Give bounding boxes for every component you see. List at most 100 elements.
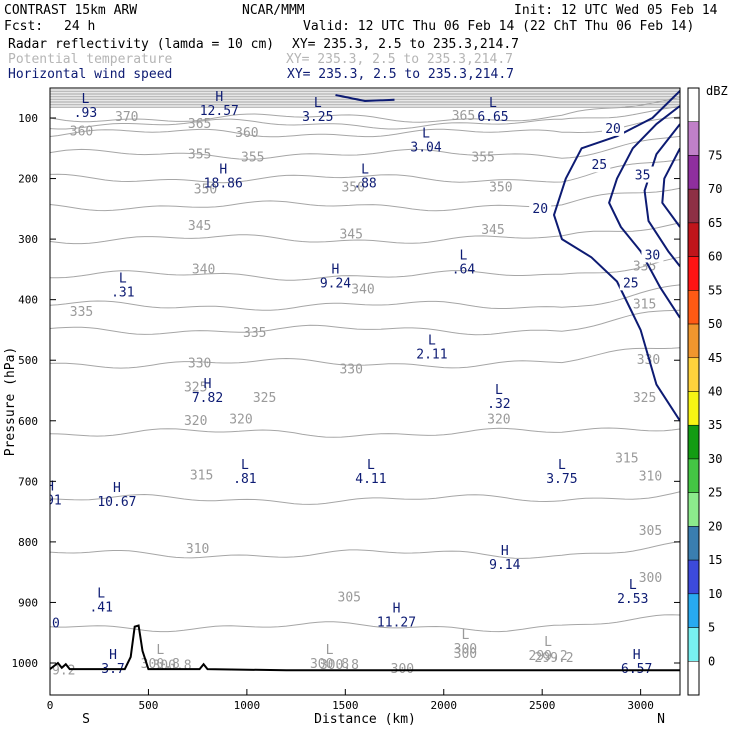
wind-speed-label: 20 xyxy=(605,122,621,137)
theta-isentrope xyxy=(50,347,680,369)
wind-label-bg xyxy=(619,274,642,291)
colorbar-swatch xyxy=(687,424,700,460)
wind-extremum-marker: L xyxy=(82,92,90,107)
init-time: Init: 12 UTC Wed 05 Feb 14 xyxy=(514,3,718,18)
wind-speed-label: 25 xyxy=(591,158,607,173)
wind-speed-label: 30 xyxy=(645,248,661,263)
colorbar-level-label: 10 xyxy=(708,587,722,601)
x-tick-label: 1500 xyxy=(332,699,359,712)
wind-speed-contour xyxy=(643,123,680,268)
colorbar-swatch xyxy=(687,458,700,493)
theta-label: 340 xyxy=(192,262,215,277)
colorbar-level-label: 25 xyxy=(708,486,722,500)
colorbar-swatch xyxy=(687,492,700,527)
x-tick-label: 1000 xyxy=(234,699,261,712)
wind-extremum-value: .81 xyxy=(233,472,256,487)
theta-isentrope xyxy=(50,491,680,505)
theta-label: 300.8 xyxy=(320,658,359,673)
x-tick-label: 2500 xyxy=(529,699,556,712)
wind-extremum-marker: L xyxy=(367,458,375,473)
wind-extremum-marker: L xyxy=(314,96,322,111)
colorbar-level-label: 15 xyxy=(708,553,722,567)
wind-extremum-marker: H xyxy=(204,377,212,392)
theta-label: 325 xyxy=(633,391,656,406)
x-axis-label: Distance (km) xyxy=(314,712,416,727)
south-label: S xyxy=(82,712,90,727)
wind-extremum-marker: L xyxy=(241,458,249,473)
theta-label: 365 xyxy=(452,109,475,124)
wind-extremum-value: 7.82 xyxy=(192,391,223,406)
fcst-value: 24 h xyxy=(64,19,95,34)
wind-extremum-value: 10.67 xyxy=(97,495,136,510)
theta-label: 320 xyxy=(487,413,510,428)
wind-extremum-value: 3.25 xyxy=(302,110,333,125)
wind-extremum-value: .31 xyxy=(111,286,134,301)
theta-isentrope xyxy=(50,427,680,438)
wind-speed-contour xyxy=(608,105,680,319)
wind-label-bg xyxy=(631,166,654,183)
theta-extremum-value: 300 xyxy=(454,642,477,657)
colorbar-level-label: 75 xyxy=(708,148,722,162)
wind-extremum-marker: L xyxy=(422,126,430,141)
wind-extremum-marker: L xyxy=(558,458,566,473)
wind-extremum-marker: L xyxy=(361,163,369,178)
wind-extremum-value: 11.27 xyxy=(377,616,416,631)
wind-extremum-value: .64 xyxy=(452,263,476,278)
edge-label: 9.2 xyxy=(52,663,75,678)
theta-extremum-marker: L xyxy=(156,643,164,658)
colorbar-level-label: 0 xyxy=(708,654,715,668)
wind-speed-label: 20 xyxy=(532,202,548,217)
theta-label: 345 xyxy=(339,227,362,242)
theta-label: 300 xyxy=(454,647,477,662)
colorbar-level-label: 40 xyxy=(708,385,722,399)
colorbar-unit: dBZ xyxy=(706,84,728,98)
wind-extremum-value: 3.75 xyxy=(546,472,577,487)
wind-speed-contour xyxy=(661,147,680,228)
wind-extremum-marker: H xyxy=(215,90,223,105)
wind-extremum-marker: H xyxy=(113,481,121,496)
theta-isentrope xyxy=(50,284,680,311)
wind-label-bg xyxy=(588,156,611,173)
theta-label: 360 xyxy=(70,124,93,139)
wind-label-bg xyxy=(602,119,625,136)
wind-extremum-marker: H xyxy=(393,602,401,617)
y-tick-label: 400 xyxy=(18,294,38,307)
wind-extremum-marker: H xyxy=(219,163,227,178)
theta-label: 350 xyxy=(489,181,512,196)
colorbar-swatch xyxy=(687,357,700,392)
colorbar-level-label: 65 xyxy=(708,216,722,230)
colorbar-level-label: 5 xyxy=(708,621,715,635)
theta-label: 305 xyxy=(639,524,662,539)
theta-label: 320 xyxy=(229,413,252,428)
field3-name: Horizontal wind speed xyxy=(8,67,172,82)
theta-label: 345 xyxy=(481,223,504,238)
wind-extremum-value: 4.11 xyxy=(355,472,386,487)
wind-extremum-value: 6.57 xyxy=(621,662,652,677)
theta-label: 325 xyxy=(184,380,207,395)
wind-extremum-value: .32 xyxy=(487,397,510,412)
wind-extremum-value: 9.24 xyxy=(320,277,351,292)
center-title: NCAR/MMM xyxy=(242,3,305,18)
y-tick-label: 900 xyxy=(18,596,38,609)
colorbar-level-label: 45 xyxy=(708,351,722,365)
north-label: N xyxy=(657,712,665,727)
x-tick-label: 3000 xyxy=(627,699,654,712)
x-tick-label: 0 xyxy=(47,699,54,712)
plot-frame xyxy=(49,87,681,696)
y-tick-label: 700 xyxy=(18,475,38,488)
colorbar-swatch xyxy=(687,87,700,122)
wind-extremum-marker: L xyxy=(495,383,503,398)
theta-extremum-marker: L xyxy=(544,635,552,650)
theta-label: 310 xyxy=(186,542,209,557)
wind-extremum-value: .41 xyxy=(89,601,112,616)
theta-label: 315 xyxy=(190,468,213,483)
theta-label: 350 xyxy=(341,181,364,196)
theta-isentrope xyxy=(50,116,680,138)
theta-label: 310 xyxy=(639,469,662,484)
theta-extremum-value: 300.8 xyxy=(310,657,349,672)
y-tick-label: 200 xyxy=(18,173,38,186)
theta-label: 335 xyxy=(243,326,266,341)
colorbar-swatch xyxy=(687,290,700,325)
